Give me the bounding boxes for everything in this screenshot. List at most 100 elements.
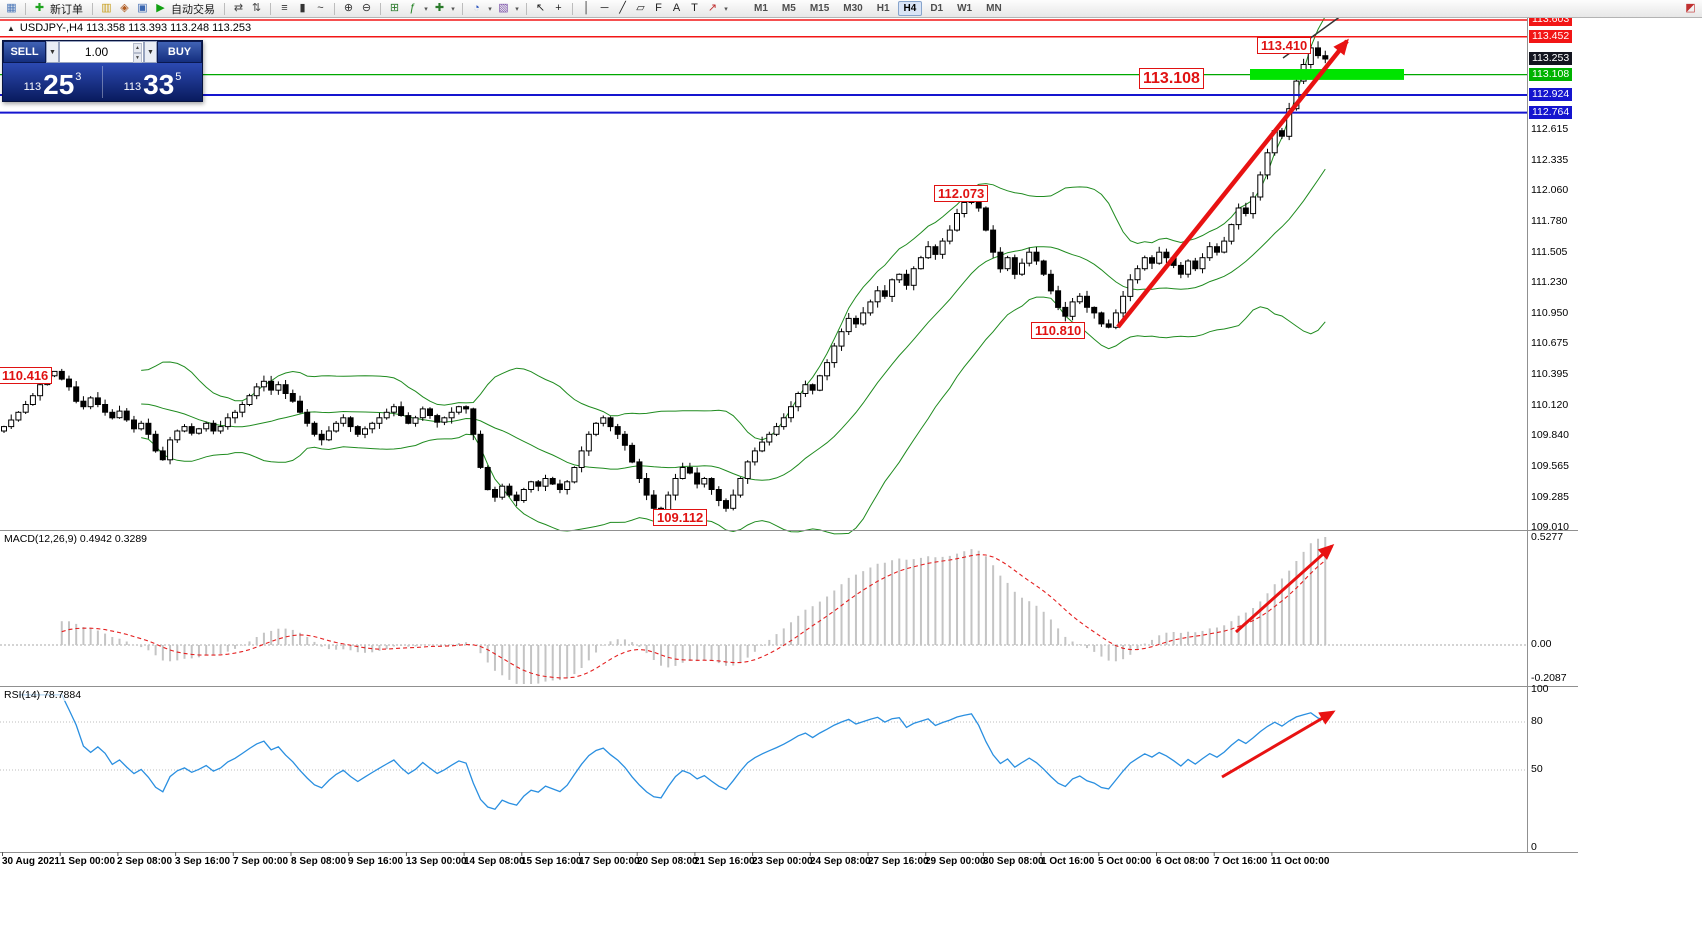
toolbar-separator [25,2,26,15]
timeframe-d1[interactable]: D1 [930,3,944,14]
toolbar-separator [572,2,573,15]
indicators-icon[interactable]: ƒ [409,2,416,14]
channel-icon[interactable]: ▱ [636,2,645,14]
sell-price-display[interactable]: 113 25 3 [3,63,102,101]
auto-scroll-icon[interactable]: ⇅ [251,2,262,14]
time-label: 20 Sep 08:00 [637,856,698,867]
macd-indicator-label: MACD(12,26,9) 0.4942 0.3289 [2,533,150,545]
time-label: 15 Sep 16:00 [521,856,582,867]
price-scale-label: 109.565 [1531,460,1569,472]
toolbar-right: ◩ [1682,1,1699,16]
toolbar-separator [92,2,93,15]
periods-icon[interactable]: ◔ [473,2,480,14]
toolbar-separator [380,2,381,15]
indicators-icon-dropdown[interactable]: ▾ [424,5,428,13]
sell-button[interactable]: SELL [3,41,46,63]
toolbar-separator [526,2,527,15]
sell-price-pipette: 3 [75,71,82,83]
new-order-icon[interactable]: ✚ [34,2,45,14]
toolbar-separator [270,2,271,15]
terminal-icon[interactable]: ▣ [137,2,148,14]
add-indicator-icon-dropdown[interactable]: ▾ [451,5,455,13]
price-scale-label: 109.010 [1531,521,1569,533]
zoom-out-icon[interactable]: ⊖ [361,2,372,14]
price-scale[interactable]: 113.603 113.452 113.253 113.108 112.924 112.7… [1529,0,1589,937]
lot-increase-button[interactable]: ▲ [133,43,142,53]
price-tag: 113.253 [1529,52,1573,65]
line-chart-icon[interactable]: ~ [317,2,324,14]
time-label: 3 Sep 16:00 [175,856,231,867]
timeframe-m5[interactable]: M5 [781,3,796,14]
price-tag: 113.108 [1529,68,1573,81]
lot-decrease-button[interactable]: ▼ [133,53,142,63]
price-callout-label[interactable]: 109.112 [653,509,708,526]
templates-icon-dropdown[interactable]: ▾ [515,5,519,13]
rsi-scale-label: 50 [1531,763,1543,775]
price-callout-label[interactable]: 113.108 [1139,68,1204,89]
autotrade-icon[interactable]: ▶ [156,2,165,14]
arrows-tool-icon-dropdown[interactable]: ▾ [724,5,728,13]
price-scale-label: 110.675 [1531,337,1569,349]
new-order-icon-label[interactable]: 新订单 [50,3,83,16]
toolbar-separator [462,2,463,15]
buy-price-display[interactable]: 113 33 5 [103,63,202,101]
price-callout-label[interactable]: 112.073 [934,185,989,202]
time-label: 9 Sep 16:00 [348,856,404,867]
buy-price-pipette: 5 [175,71,182,83]
price-callout-label[interactable]: 110.416 [0,367,53,384]
timeframe-h4[interactable]: H4 [897,1,923,16]
chart-profile-icon[interactable]: ◩ [1685,2,1696,14]
timeframe-h1[interactable]: H1 [876,3,890,14]
sell-options-dropdown[interactable]: ▼ [46,41,59,63]
macd-scale-label: 0.5277 [1531,531,1564,543]
trendline-icon[interactable]: ╱ [619,2,626,14]
tile-windows-icon[interactable]: ⊞ [389,2,400,14]
price-callout-label[interactable]: 113.410 [1257,37,1312,54]
rsi-scale-label: 80 [1531,715,1543,727]
horizontal-line-icon[interactable]: ─ [600,2,609,14]
vertical-line-icon[interactable]: │ [583,2,590,14]
timeframe-m15[interactable]: M15 [809,3,830,14]
sell-price-pips: 25 [43,69,75,101]
time-label: 21 Sep 16:00 [694,856,755,867]
price-scale-label: 111.780 [1531,215,1568,227]
cursor-icon[interactable]: ↖ [535,2,546,14]
timeframe-m1[interactable]: M1 [754,3,768,14]
templates-icon[interactable]: ▧ [498,2,509,14]
sell-price-base: 113 [23,81,42,93]
time-label: 17 Sep 00:00 [579,856,640,867]
crosshair-icon[interactable]: + [555,2,562,14]
symbol-ohlc-line: ▲ USDJPY-,H4 113.358 113.393 113.248 113… [4,22,255,34]
time-label: 8 Sep 08:00 [291,856,347,867]
text-icon[interactable]: A [672,2,681,14]
fibonacci-icon[interactable]: F [655,2,662,14]
autotrade-icon-label[interactable]: 自动交易 [171,3,215,16]
periods-icon-dropdown[interactable]: ▾ [488,5,492,13]
chart-window-icon[interactable]: ▦ [6,2,17,14]
time-label: 14 Sep 08:00 [464,856,525,867]
buy-button[interactable]: BUY [157,41,202,63]
price-scale-label: 110.120 [1531,399,1569,411]
market-watch-icon[interactable]: ▥ [101,2,112,14]
add-indicator-icon[interactable]: ✚ [434,2,445,14]
navigator-icon[interactable]: ◈ [120,2,129,14]
price-tag: 112.924 [1529,88,1573,101]
candlestick-chart-icon[interactable]: ▮ [299,2,306,14]
timeframe-m30[interactable]: M30 [843,3,863,14]
time-label: 23 Sep 00:00 [752,856,813,867]
chart-shift-icon[interactable]: ⇄ [233,2,244,14]
zoom-in-icon[interactable]: ⊕ [343,2,354,14]
timeframe-mn[interactable]: MN [986,3,1002,14]
lot-size-input[interactable] [60,42,143,62]
collapse-triangle-icon[interactable]: ▲ [7,23,15,33]
bars-chart-icon[interactable]: ≡ [281,2,288,14]
buy-options-dropdown[interactable]: ▼ [144,41,157,63]
price-scale-label: 111.230 [1531,276,1568,288]
arrows-tool-icon[interactable]: ↗ [707,2,718,14]
time-label: 6 Oct 08:00 [1156,856,1210,867]
rsi-indicator-label: RSI(14) 78.7884 [2,689,84,701]
label-icon[interactable]: T [691,2,698,14]
timeframe-w1[interactable]: W1 [957,3,973,14]
price-callout-label[interactable]: 110.810 [1031,322,1086,339]
